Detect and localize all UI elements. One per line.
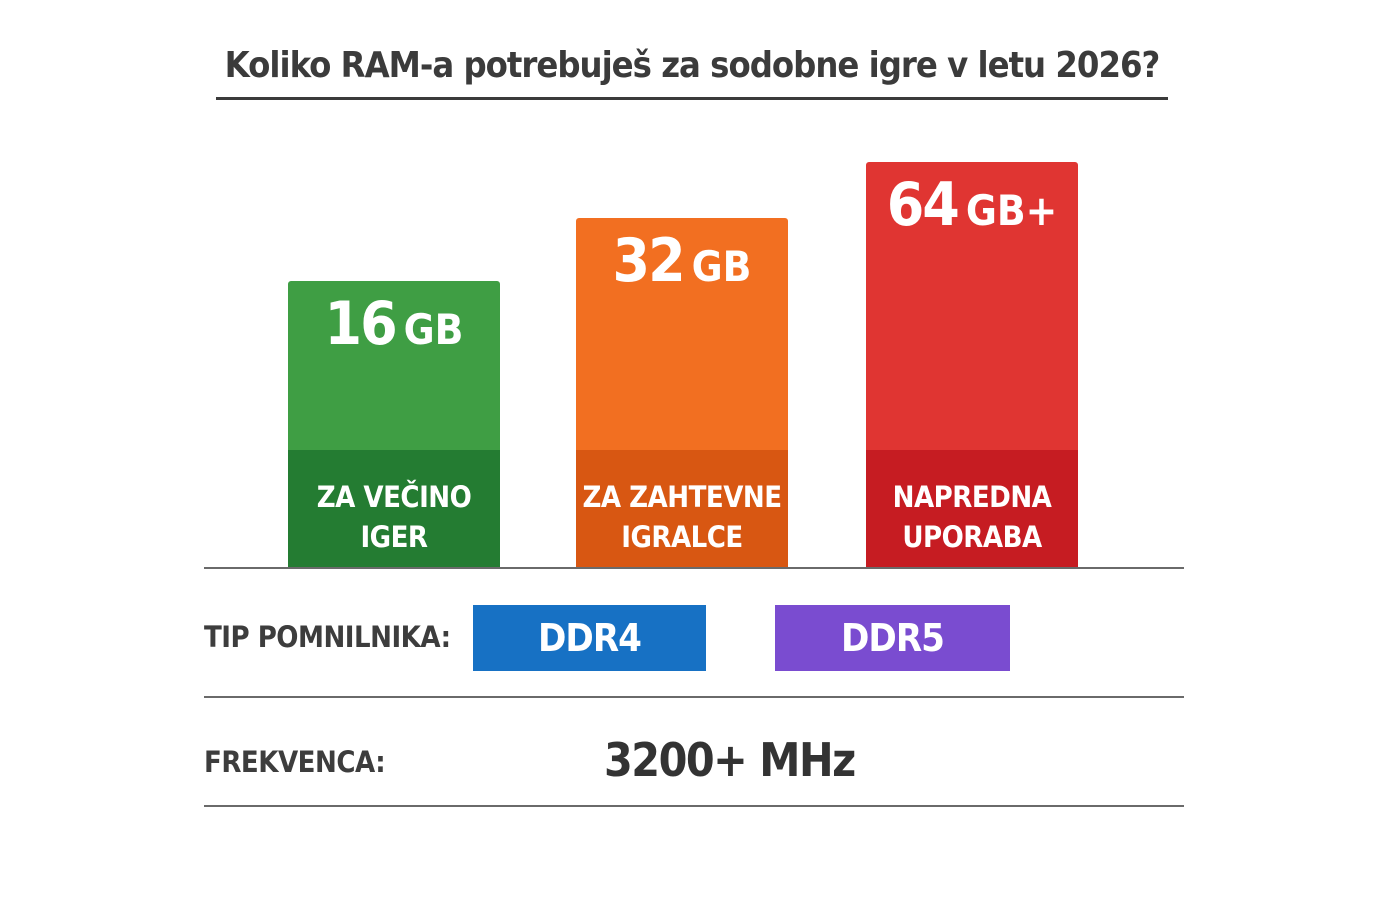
bar-2-category-line-2: IGRALCE: [621, 520, 743, 554]
bar-1-value-label: 16 GB: [325, 289, 464, 359]
bar-1-category-line-1: ZA VEČINO: [317, 480, 472, 514]
memory-type-label: TIP POMNILNIKA:: [204, 620, 451, 654]
bar-3-category-line-2: UPORABA: [902, 520, 1043, 554]
title-underline: [216, 97, 1168, 100]
divider-frequency: [204, 805, 1184, 807]
frequency-value: 3200+ MHz: [604, 733, 856, 787]
bar-3-value-label: 64 GB+: [887, 170, 1058, 240]
bar-2-value-label: 32 GB: [613, 226, 752, 296]
ddr5-badge: DDR5: [775, 605, 1010, 671]
bar-1-category-line-2: IGER: [360, 520, 427, 554]
chart-title: Koliko RAM-a potrebuješ za sodobne igre …: [224, 45, 1161, 86]
chart-baseline: [204, 567, 1184, 569]
divider-memory: [204, 696, 1184, 698]
bar-2-category-line-1: ZA ZAHTEVNE: [582, 480, 781, 514]
bar-3-label-band: [866, 450, 1078, 567]
bar-1-label-band: [288, 450, 500, 567]
bar-2-label-band: [576, 450, 788, 567]
ddr4-badge: DDR4: [473, 605, 706, 671]
frequency-label: FREKVENCA:: [204, 745, 386, 779]
bar-3-category-line-1: NAPREDNA: [893, 480, 1053, 514]
